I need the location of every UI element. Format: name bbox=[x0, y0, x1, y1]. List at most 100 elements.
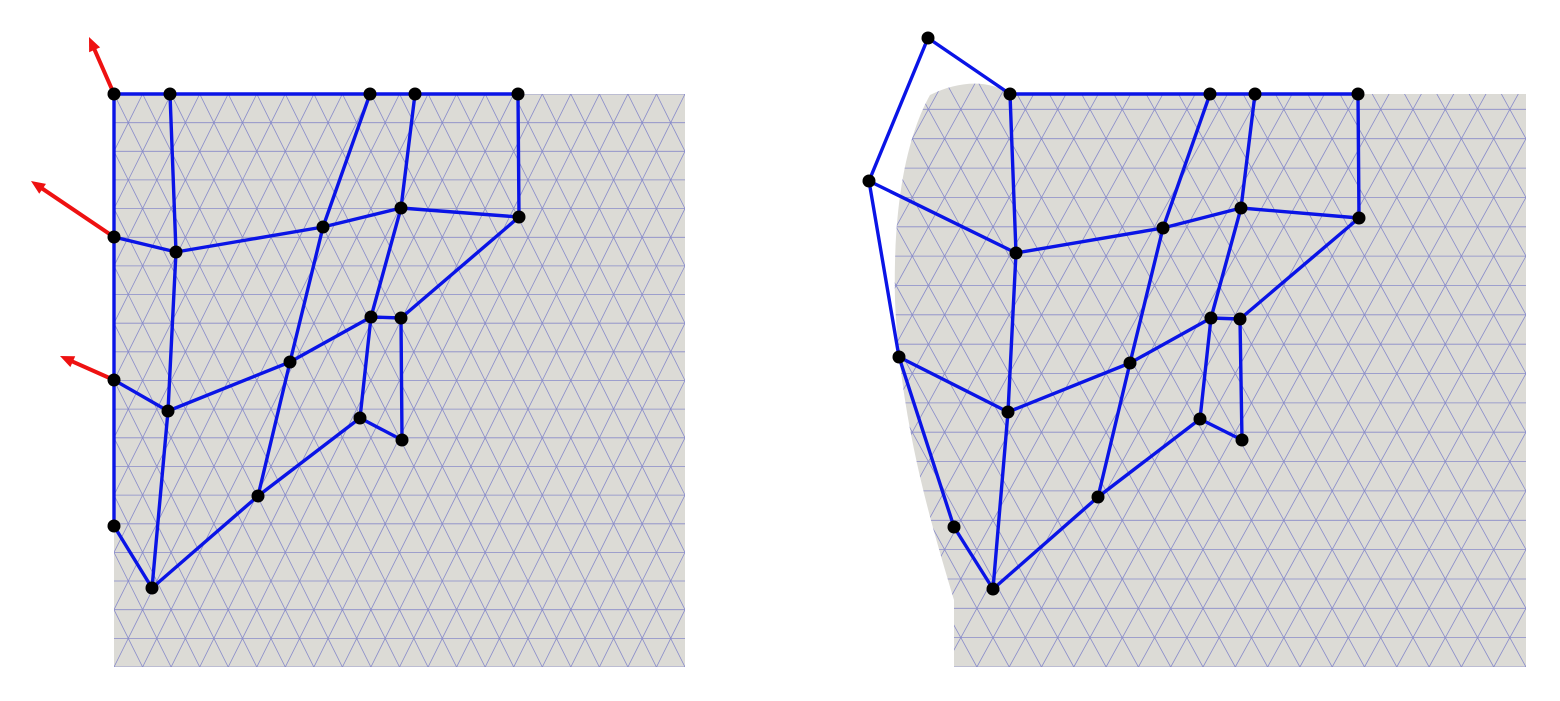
truss-node bbox=[512, 210, 526, 224]
truss-edge bbox=[168, 92, 178, 254]
truss-node bbox=[511, 87, 525, 101]
truss-node bbox=[408, 87, 422, 101]
truss-node bbox=[161, 404, 175, 418]
truss-node bbox=[353, 411, 367, 425]
truss-edge bbox=[399, 215, 521, 320]
truss-edge bbox=[1096, 361, 1132, 499]
truss-edge bbox=[166, 250, 178, 413]
truss-node bbox=[1123, 356, 1137, 370]
truss-edge bbox=[1198, 316, 1213, 421]
truss-edge bbox=[112, 378, 170, 413]
truss-node bbox=[1001, 405, 1015, 419]
truss-node bbox=[1248, 87, 1262, 101]
truss-node bbox=[107, 230, 121, 244]
undeformed-panel bbox=[31, 37, 685, 667]
truss-node bbox=[1203, 87, 1217, 101]
truss-edge bbox=[358, 315, 373, 420]
truss-node bbox=[107, 87, 121, 101]
truss-node bbox=[1235, 433, 1249, 447]
truss-node bbox=[1009, 246, 1023, 260]
truss-edge bbox=[150, 494, 260, 590]
truss-edge bbox=[288, 225, 325, 364]
truss-edge bbox=[867, 36, 930, 183]
truss-node bbox=[1204, 311, 1218, 325]
truss-node bbox=[892, 350, 906, 364]
truss-edge bbox=[1209, 206, 1243, 320]
force-arrow-shaft bbox=[70, 359, 116, 382]
truss-edge bbox=[166, 360, 292, 413]
force-arrow-head bbox=[89, 37, 101, 53]
truss-node bbox=[921, 31, 935, 45]
mesh-lines bbox=[894, 83, 1526, 667]
deformed-truss-nodes bbox=[862, 31, 1366, 596]
truss-node bbox=[1352, 211, 1366, 225]
truss-edge bbox=[256, 416, 362, 498]
truss-edge bbox=[321, 206, 403, 229]
truss-node bbox=[145, 581, 159, 595]
mesh-lines bbox=[114, 94, 685, 667]
truss-edge bbox=[174, 225, 325, 254]
deformed-panel bbox=[862, 31, 1526, 667]
truss-edge bbox=[952, 525, 995, 591]
truss-node bbox=[107, 519, 121, 533]
deformed-truss-edges bbox=[867, 36, 1361, 591]
truss-edge bbox=[1096, 417, 1202, 499]
truss-edge bbox=[867, 179, 1018, 255]
truss-node bbox=[251, 489, 265, 503]
truss-node bbox=[1156, 221, 1170, 235]
truss-edge bbox=[1006, 361, 1132, 414]
truss-node bbox=[394, 201, 408, 215]
truss-node bbox=[986, 582, 1000, 596]
truss-node bbox=[1003, 87, 1017, 101]
truss-edge bbox=[150, 409, 170, 590]
truss-edge bbox=[1239, 92, 1257, 210]
undeformed-truss-nodes bbox=[107, 87, 526, 595]
truss-edge bbox=[399, 316, 404, 442]
truss-edge bbox=[991, 495, 1100, 591]
truss-edge bbox=[897, 355, 956, 529]
truss-node bbox=[107, 373, 121, 387]
truss-edge bbox=[1128, 226, 1165, 365]
truss-node bbox=[316, 220, 330, 234]
truss-node bbox=[364, 310, 378, 324]
truss-edge bbox=[991, 410, 1010, 591]
truss-node bbox=[1351, 87, 1365, 101]
truss-edge bbox=[256, 360, 292, 498]
force-arrow-shaft bbox=[92, 47, 116, 96]
truss-edge bbox=[1239, 206, 1361, 220]
truss-edge bbox=[926, 36, 1012, 96]
truss-edge bbox=[1128, 316, 1213, 365]
truss-node bbox=[169, 245, 183, 259]
truss-edge bbox=[516, 92, 521, 219]
force-arrow-head bbox=[31, 181, 46, 194]
truss-edge bbox=[1008, 92, 1018, 255]
force-arrows bbox=[31, 37, 116, 382]
truss-node bbox=[394, 311, 408, 325]
truss-node bbox=[363, 87, 377, 101]
truss-node bbox=[1234, 201, 1248, 215]
deformed-mesh bbox=[894, 83, 1526, 667]
truss-edge bbox=[369, 206, 403, 319]
truss-edge bbox=[112, 524, 154, 590]
truss-edge bbox=[399, 92, 417, 210]
truss-edge bbox=[1161, 92, 1212, 230]
deformed-domain bbox=[894, 83, 1526, 667]
truss-edge bbox=[1014, 226, 1165, 255]
truss-edge bbox=[1198, 417, 1244, 442]
truss-edge bbox=[1238, 216, 1361, 321]
truss-node bbox=[947, 520, 961, 534]
truss-node bbox=[1233, 312, 1247, 326]
truss-edge bbox=[288, 315, 373, 364]
truss-edge bbox=[1238, 317, 1244, 442]
truss-edge bbox=[867, 179, 901, 359]
truss-edge bbox=[897, 355, 1010, 414]
force-arrow-head bbox=[60, 356, 76, 368]
truss-node bbox=[1193, 412, 1207, 426]
truss-edge bbox=[112, 235, 178, 254]
truss-node bbox=[163, 87, 177, 101]
truss-edge bbox=[399, 206, 521, 219]
truss-node bbox=[862, 174, 876, 188]
truss-edge bbox=[321, 92, 372, 229]
